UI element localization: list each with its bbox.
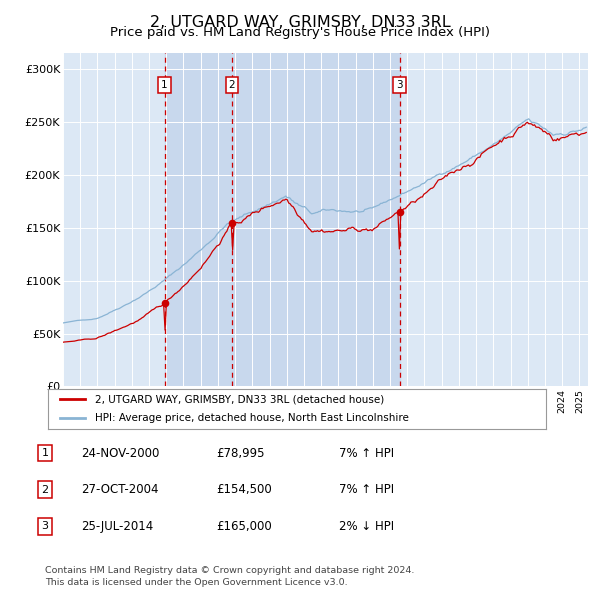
Text: 2: 2 xyxy=(41,485,49,494)
Text: 7% ↑ HPI: 7% ↑ HPI xyxy=(339,483,394,496)
Text: 27-OCT-2004: 27-OCT-2004 xyxy=(81,483,158,496)
Bar xyxy=(164,53,232,386)
Text: 1: 1 xyxy=(161,80,168,90)
Text: 3: 3 xyxy=(397,80,403,90)
Bar xyxy=(232,53,400,386)
Text: 2, UTGARD WAY, GRIMSBY, DN33 3RL (detached house): 2, UTGARD WAY, GRIMSBY, DN33 3RL (detach… xyxy=(95,394,385,404)
Text: 3: 3 xyxy=(41,522,49,531)
Text: £78,995: £78,995 xyxy=(216,447,265,460)
Text: 7% ↑ HPI: 7% ↑ HPI xyxy=(339,447,394,460)
Text: 25-JUL-2014: 25-JUL-2014 xyxy=(81,520,153,533)
Text: 2: 2 xyxy=(229,80,235,90)
Text: HPI: Average price, detached house, North East Lincolnshire: HPI: Average price, detached house, Nort… xyxy=(95,414,409,424)
Text: 1: 1 xyxy=(41,448,49,458)
Text: 24-NOV-2000: 24-NOV-2000 xyxy=(81,447,160,460)
Text: 2, UTGARD WAY, GRIMSBY, DN33 3RL: 2, UTGARD WAY, GRIMSBY, DN33 3RL xyxy=(149,15,451,30)
Text: £154,500: £154,500 xyxy=(216,483,272,496)
Text: £165,000: £165,000 xyxy=(216,520,272,533)
Text: Contains HM Land Registry data © Crown copyright and database right 2024.
This d: Contains HM Land Registry data © Crown c… xyxy=(45,566,415,587)
Text: Price paid vs. HM Land Registry's House Price Index (HPI): Price paid vs. HM Land Registry's House … xyxy=(110,26,490,39)
Text: 2% ↓ HPI: 2% ↓ HPI xyxy=(339,520,394,533)
